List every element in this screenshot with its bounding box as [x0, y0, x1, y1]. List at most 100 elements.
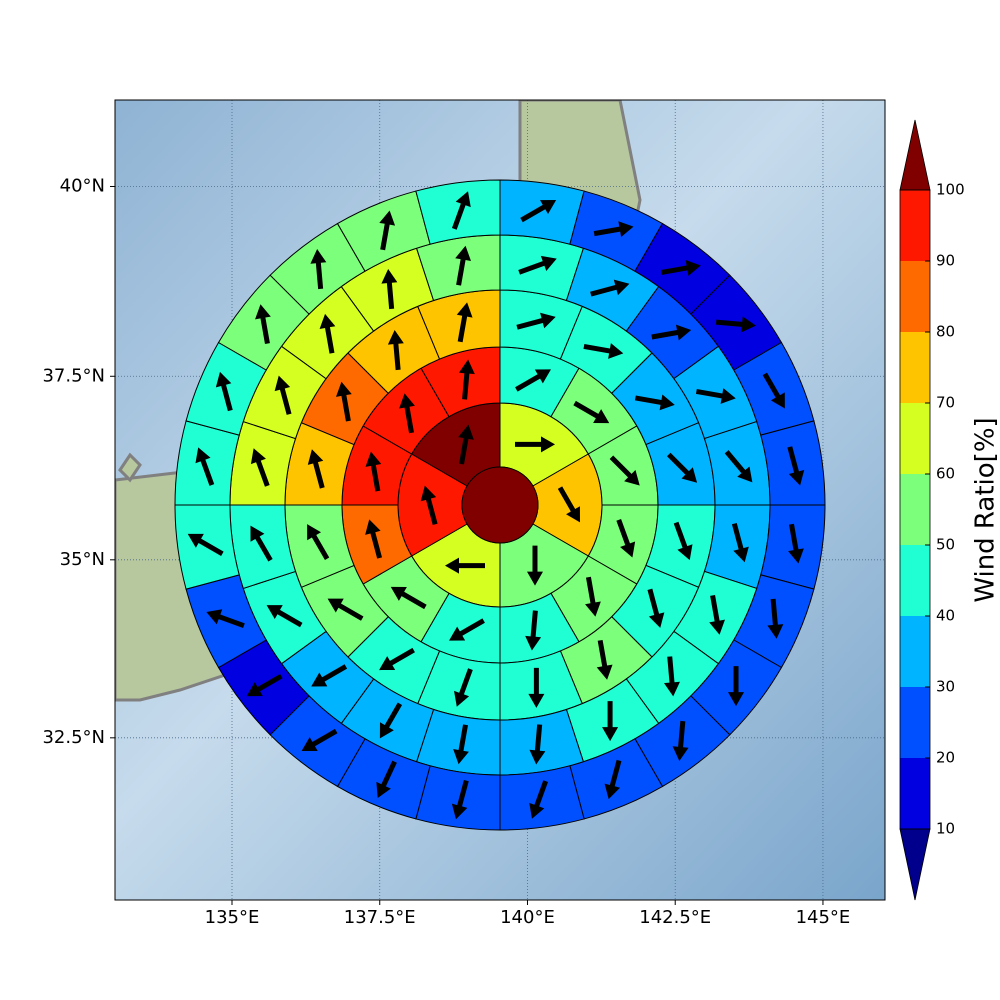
wind-arrow: [731, 522, 749, 563]
x-tick-label: 135°E: [205, 907, 260, 928]
y-tick-label: 37.5°N: [42, 365, 105, 386]
wind-arrow: [250, 448, 270, 487]
colorbar-tick-label: 20: [936, 749, 955, 767]
wind-arrow: [454, 668, 473, 707]
wind-arrow: [583, 343, 624, 359]
colorbar-over: [899, 119, 931, 191]
colorbar-tick-label: 70: [936, 394, 955, 412]
wind-arrow: [557, 486, 580, 523]
wind-arrow: [762, 372, 785, 409]
y-tick-label: 40°N: [60, 175, 105, 196]
wind-arrow: [376, 760, 397, 798]
colorbar-tick-label: 100: [936, 181, 965, 199]
wind-arrow: [246, 673, 283, 697]
y-tick-label: 32.5°N: [42, 727, 105, 748]
wind-arrow: [206, 609, 245, 629]
x-tick-label: 145°E: [796, 907, 851, 928]
wind-arrow: [336, 381, 352, 422]
wind-arrow: [667, 452, 698, 483]
colorbar-tick-label: 50: [936, 536, 955, 554]
wind-arrow: [379, 647, 415, 671]
wind-arrow: [515, 369, 551, 392]
wind-arrow: [604, 759, 622, 800]
frame: [114, 99, 886, 901]
wind-arrow: [602, 701, 619, 742]
colorbar-segment: [900, 474, 930, 545]
wind-arrow: [365, 451, 382, 492]
colorbar-segment: [900, 545, 930, 616]
wind-arrow: [250, 525, 273, 562]
wind-arrow: [458, 359, 475, 400]
colorbar-segment: [900, 190, 930, 261]
wind-arrow: [728, 666, 745, 707]
x-tick-label: 137.5°E: [344, 907, 416, 928]
colorbar-segment: [900, 403, 930, 474]
wind-arrow: [195, 447, 215, 486]
wind-arrow: [515, 436, 555, 453]
wind-arrow: [709, 594, 725, 635]
wind-arrow: [593, 221, 634, 237]
wind-arrow: [529, 780, 549, 819]
colorbar-segment: [900, 687, 930, 758]
wind-arrow: [451, 779, 469, 820]
wind-arrow: [528, 667, 545, 708]
wind-arrow: [673, 521, 693, 561]
wind-arrow: [455, 245, 471, 286]
wind-arrow: [527, 545, 543, 586]
wind-arrow: [456, 302, 473, 343]
wind-arrow: [399, 393, 415, 434]
wind-arrow: [187, 533, 224, 556]
colorbar-segment: [900, 758, 930, 829]
colorbar-under: [899, 828, 931, 901]
wind-arrow: [660, 260, 701, 276]
colorbar-tick-label: 90: [936, 252, 955, 270]
colorbar-segment: [900, 261, 930, 332]
wind-arrow: [301, 728, 338, 752]
wind-arrow: [266, 605, 303, 628]
colorbar-tick-label: 30: [936, 678, 955, 696]
wind-arrow: [255, 304, 271, 345]
wind-arrow: [647, 588, 665, 628]
wind-arrow: [381, 269, 398, 310]
map: [115, 100, 885, 900]
wind-arrow: [449, 618, 485, 641]
wind-arrow: [420, 485, 438, 525]
wind-arrow: [445, 557, 485, 574]
wind-arrow: [767, 598, 784, 639]
wind-arrow: [327, 598, 364, 621]
wind-arrow: [616, 518, 636, 558]
wind-arrow: [724, 450, 753, 483]
wind-arrow: [379, 702, 403, 739]
wind-arrow: [596, 639, 613, 680]
wind-arrow: [311, 664, 348, 687]
wind-arrow: [529, 724, 546, 765]
wind-arrow: [672, 720, 689, 761]
sector: [174, 420, 240, 506]
wind-arrow: [379, 210, 396, 251]
wind-arrow: [788, 523, 804, 564]
x-tick-label: 142.5°E: [639, 907, 711, 928]
wind-arrow: [585, 576, 601, 617]
colorbar-segment: [900, 332, 930, 403]
wind-arrow: [319, 313, 336, 354]
colorbar-tick-label: 60: [936, 465, 955, 483]
wind-arrow: [365, 519, 383, 559]
sector: [415, 765, 501, 831]
wind-arrow: [387, 330, 404, 371]
wind-arrow: [664, 656, 680, 697]
x-tick-label: 140°E: [500, 907, 555, 928]
wind-arrow: [307, 524, 330, 560]
colorbar-segment: [900, 616, 930, 687]
wind-arrow: [590, 279, 630, 297]
wind-arrow: [651, 324, 692, 341]
wind-arrow: [609, 455, 640, 486]
center-cell: [461, 466, 539, 544]
wind-arrow: [525, 610, 542, 651]
colorbar-frame: [899, 189, 931, 830]
wind-arrow: [715, 316, 756, 333]
y-tick-label: 35°N: [60, 549, 105, 570]
wind-arrow: [451, 191, 471, 230]
colorbar-tick-label: 40: [936, 607, 955, 625]
island: [118, 452, 142, 483]
wind-arrow: [520, 200, 557, 223]
